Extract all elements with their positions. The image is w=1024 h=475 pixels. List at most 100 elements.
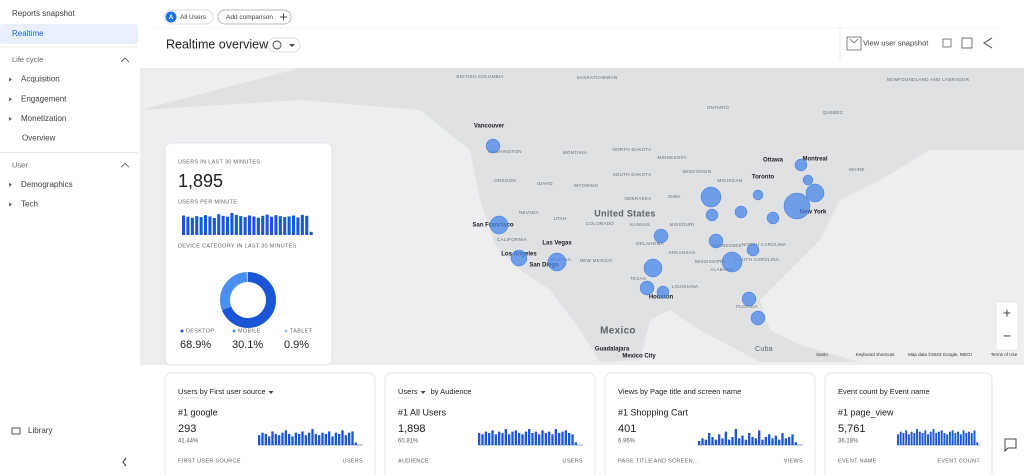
spark-bar [481,434,484,445]
nav-item[interactable]: Tech [21,200,38,209]
spark-bar [744,439,747,445]
spark-bar [291,436,294,445]
zoom-in[interactable]: + [1003,305,1011,321]
map-bubble[interactable] [805,183,825,203]
nav-item[interactable]: Monetization [21,114,66,123]
spark-bar [794,442,797,445]
spark-bar [287,216,291,235]
spark-bar [261,215,265,235]
top-share: 60.81% [398,439,419,445]
map-bubble[interactable] [752,189,764,201]
title-chip[interactable] [267,37,301,53]
legend-dot [232,329,236,333]
map-bubble[interactable] [656,285,670,299]
spark-bar [488,433,491,445]
map-bubble[interactable] [741,291,757,307]
spark-bar [771,438,774,445]
dropdown-caret[interactable] [268,391,274,394]
spark-bar [534,431,537,445]
section-title[interactable]: User [12,160,28,169]
map-bubble[interactable] [547,252,567,272]
spark-bar [288,433,291,445]
map-bubble[interactable] [653,228,669,244]
map-bubble[interactable] [750,310,766,326]
map-bubble[interactable] [510,249,528,267]
card-title[interactable]: by Audience [431,387,472,396]
metric-card [164,372,376,475]
spark-bar [348,432,351,445]
dropdown-caret[interactable] [420,391,426,394]
nav-item[interactable]: Realtime [12,29,44,38]
snapshot-icon[interactable] [846,36,862,51]
map-bubble[interactable] [643,258,663,278]
spark-bar [278,216,282,235]
spark-bar [968,431,970,445]
map-bubble[interactable] [783,192,811,220]
library-link[interactable]: Library [28,426,52,435]
map-bubble[interactable] [485,138,501,154]
map-bubble[interactable] [639,280,655,296]
map-bubble[interactable] [721,251,743,273]
spark-bar [309,231,313,235]
map-bubble[interactable] [708,233,724,249]
map-bubble[interactable] [746,243,760,257]
spark-bar [274,215,278,235]
spark-bar [714,439,717,445]
fullscreen-icon[interactable] [942,38,952,48]
legend-dot [284,329,288,333]
map-label: BRITISH COLUMBIA [456,74,503,79]
map-label: Mexico [600,326,636,337]
spark-bar [761,439,764,445]
map-bubble[interactable] [766,211,780,225]
nav-item[interactable]: Engagement [21,94,67,103]
map-bubble[interactable] [734,205,748,219]
feedback-icon[interactable] [1004,438,1017,453]
spark-bar [531,433,534,445]
spark-bar [508,434,511,445]
zoom-out[interactable]: − [1003,328,1011,344]
map-bubble[interactable] [794,158,808,172]
snapshot-link[interactable]: View user snapshot [863,38,929,47]
audience-chip[interactable] [163,9,214,25]
map-label: MINNESOTA [657,155,686,160]
map-label: WASHINGTON [488,149,522,154]
zoom-control[interactable] [995,301,1019,351]
nav-item[interactable]: Demographics [21,180,73,189]
spark-bar [544,433,547,445]
card-title[interactable]: Event count by Event name [838,387,930,396]
card-title[interactable]: Views by Page title and screen name [618,387,741,396]
nav-item[interactable]: Reports snapshot [12,9,75,18]
nav-item[interactable]: Overview [22,134,56,143]
map-bubble[interactable] [489,215,509,235]
edit-icon[interactable] [961,37,973,49]
map-label: Mexico City [622,354,656,360]
comparison-chip[interactable] [217,9,292,25]
spark-bar [264,433,267,445]
share-icon[interactable] [982,37,993,49]
legend-name: MOBILE [238,328,261,334]
spark-bar [571,434,574,445]
map-bubble[interactable] [802,174,814,186]
map-label: Montreal [802,157,827,163]
spark-bar [324,433,327,445]
card-title[interactable]: Users [398,387,418,396]
add-comparison[interactable]: Add comparison [226,14,273,21]
collapse-icon[interactable] [122,457,127,467]
map-bubble[interactable] [705,208,719,222]
map-label: Toronto [752,175,775,181]
spark-bar [283,217,287,235]
map-label: NEBRASKA [625,196,652,201]
spark-bar [959,434,962,445]
nav-item[interactable]: Acquisition [21,75,60,84]
top-value: 1,898 [398,423,426,435]
column-header: VIEWS [784,458,803,464]
spark-bar [741,435,744,445]
spark-bar [265,214,269,235]
spark-bar [204,215,208,235]
section-title[interactable]: Life cycle [12,55,43,64]
map-land [140,68,1024,362]
spark-bar [334,432,337,445]
spark-bar [554,429,557,445]
card-title[interactable]: Users by First user source [178,387,266,396]
map-bubble[interactable] [700,186,722,208]
